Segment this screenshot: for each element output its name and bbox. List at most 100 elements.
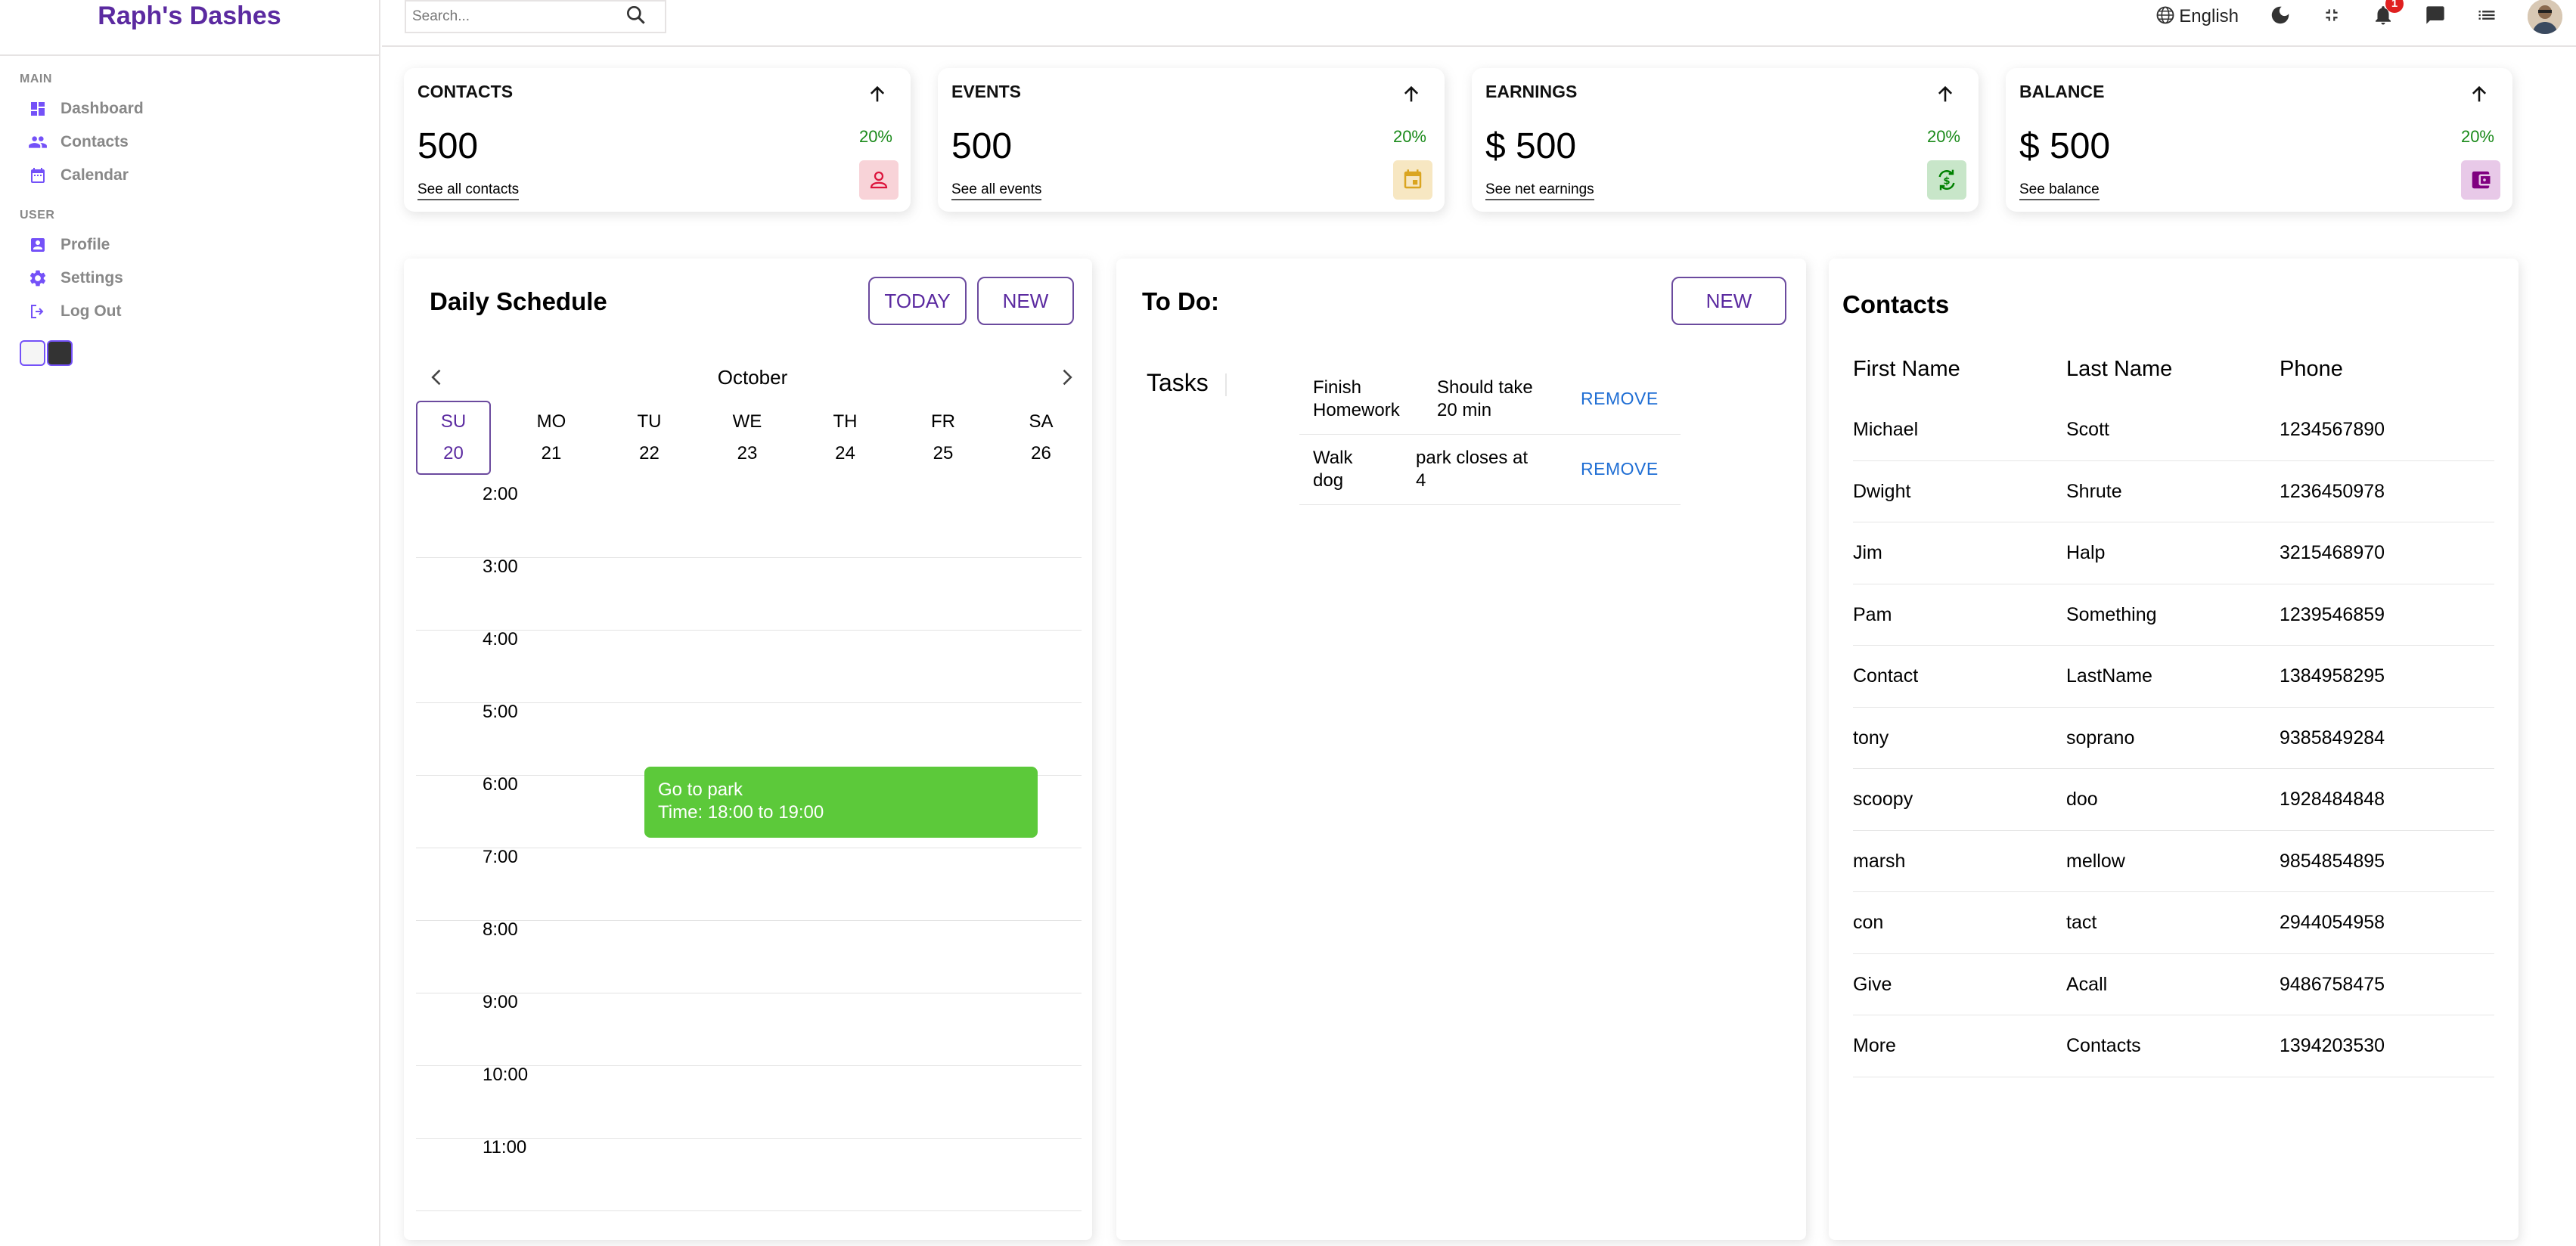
time-slot[interactable]: 11:00 — [416, 1137, 1082, 1211]
widget-link[interactable]: See all contacts — [417, 181, 520, 200]
widget-link[interactable]: See net earnings — [1485, 181, 1594, 200]
table-row[interactable]: More Contacts 1394203530 — [1853, 1015, 2494, 1077]
new-event-button[interactable]: NEW — [977, 277, 1074, 325]
search-icon[interactable] — [624, 3, 648, 31]
messages-button[interactable] — [2425, 5, 2446, 29]
time-slot[interactable]: 10:00 — [416, 1065, 1082, 1139]
day-cell[interactable]: FR 25 — [906, 401, 981, 475]
day-name: TU — [637, 411, 662, 432]
sidebar-item-profile[interactable]: Profile — [20, 228, 379, 262]
table-row[interactable]: tony soprano 9385849284 — [1853, 708, 2494, 769]
table-row[interactable]: Michael Scott 1234567890 — [1853, 399, 2494, 461]
day-cell[interactable]: SA 26 — [1004, 401, 1079, 475]
arrow-up-icon — [867, 83, 888, 110]
dark-theme-option[interactable] — [47, 340, 73, 366]
widget-percentage: 20% — [2460, 127, 2494, 146]
widget-balance: BALANCE $ 500 See balance 20% — [2006, 68, 2512, 212]
day-cell[interactable]: SU 20 — [416, 401, 491, 475]
table-header: First Name Last Name Phone — [1853, 334, 2494, 399]
people-icon — [27, 132, 48, 153]
table-row[interactable]: Pam Something 1239546859 — [1853, 584, 2494, 646]
gear-icon — [27, 268, 48, 289]
time-label: 9:00 — [483, 992, 518, 1012]
table-row[interactable]: Jim Halp 3215468970 — [1853, 522, 2494, 584]
remove-task-button[interactable]: REMOVE — [1581, 459, 1659, 479]
new-task-button[interactable]: NEW — [1671, 277, 1786, 325]
svg-text:$: $ — [1943, 175, 1950, 187]
phone-cell: 9486758475 — [2280, 973, 2385, 995]
sidebar-item-settings[interactable]: Settings — [20, 262, 379, 295]
phone-cell: 9854854895 — [2280, 850, 2385, 872]
tasks-tab[interactable]: Tasks — [1147, 369, 1209, 396]
time-label: 5:00 — [483, 702, 518, 722]
light-theme-option[interactable] — [20, 340, 45, 366]
dark-mode-toggle[interactable] — [2269, 4, 2292, 30]
table-row[interactable]: Give Acall 9486758475 — [1853, 954, 2494, 1015]
time-slot[interactable]: 4:00 — [416, 629, 1082, 703]
sidebar-item-dashboard[interactable]: Dashboard — [20, 92, 379, 126]
widget-contacts: CONTACTS 500 See all contacts 20% — [404, 68, 911, 212]
day-name: SA — [1029, 411, 1054, 432]
time-slot[interactable]: 2:00 — [416, 484, 1082, 558]
table-row[interactable]: scoopy doo 1928484848 — [1853, 769, 2494, 831]
day-cell[interactable]: MO 21 — [514, 401, 589, 475]
time-slot[interactable]: 9:00 — [416, 992, 1082, 1066]
last-name-cell: doo — [2066, 789, 2098, 810]
day-cell[interactable]: WE 23 — [710, 401, 785, 475]
day-name: WE — [732, 411, 762, 432]
table-row[interactable]: marsh mellow 9854854895 — [1853, 831, 2494, 892]
logo[interactable]: Raph's Dashes — [98, 2, 281, 30]
widget-events: EVENTS 500 See all events 20% — [938, 68, 1445, 212]
widget-counter: $ 500 — [2019, 126, 2111, 166]
sidebar: Raph's Dashes MAIN Dashboard Contacts Ca… — [0, 0, 380, 1246]
phone-cell: 1384958295 — [2280, 665, 2385, 687]
sidebar-item-logout[interactable]: Log Out — [20, 295, 379, 328]
time-label: 7:00 — [483, 847, 518, 867]
time-slot[interactable]: 3:00 — [416, 556, 1082, 631]
day-number: 21 — [541, 443, 562, 463]
time-slot[interactable]: 8:00 — [416, 919, 1082, 993]
wallet-icon — [2461, 160, 2500, 200]
time-label: 3:00 — [483, 556, 518, 577]
notification-count-badge: 1 — [2385, 0, 2404, 13]
language-selector[interactable]: English — [2155, 5, 2239, 29]
widget-link[interactable]: See balance — [2019, 181, 2100, 200]
search-input[interactable] — [412, 8, 624, 25]
fullscreen-exit-button[interactable] — [2322, 5, 2342, 29]
time-slots: 2:00 3:00 4:00 5:00 6:00 7:00 8:00 9:00 … — [416, 484, 1082, 1211]
chevron-left-icon[interactable] — [427, 364, 448, 394]
task-name: Walk dog — [1313, 448, 1353, 491]
first-name-cell: marsh — [1853, 850, 1906, 872]
time-slot[interactable]: 6:00 — [416, 774, 1082, 848]
day-cell[interactable]: TH 24 — [808, 401, 883, 475]
day-cell[interactable]: TU 22 — [612, 401, 687, 475]
notifications-button[interactable]: 1 — [2372, 0, 2404, 30]
logo-area: Raph's Dashes — [0, 0, 379, 56]
bell-icon — [2372, 4, 2394, 30]
card-title: To Do: — [1142, 287, 1220, 315]
sidebar-item-contacts[interactable]: Contacts — [20, 126, 379, 159]
user-avatar-button[interactable] — [2528, 0, 2562, 34]
contacts-card: Contacts First Name Last Name Phone Mich… — [1829, 259, 2519, 1240]
sidebar-section-main: MAIN Dashboard Contacts Calendar — [0, 73, 379, 192]
table-row[interactable]: con tact 2944054958 — [1853, 892, 2494, 954]
widget-counter: 500 — [417, 126, 479, 166]
list-button[interactable] — [2476, 5, 2497, 29]
currency-exchange-icon: $ — [1927, 160, 1966, 200]
column-header-phone: Phone — [2280, 357, 2343, 381]
table-row[interactable]: Contact LastName 1384958295 — [1853, 646, 2494, 708]
calendar-icon — [27, 165, 48, 186]
time-slot[interactable]: 5:00 — [416, 702, 1082, 776]
chevron-right-icon[interactable] — [1056, 364, 1077, 394]
day-number: 26 — [1031, 443, 1051, 463]
last-name-cell: tact — [2066, 912, 2097, 933]
event-time: Time: 18:00 to 19:00 — [658, 802, 824, 823]
calendar-event[interactable]: Go to park Time: 18:00 to 19:00 — [644, 767, 1038, 838]
today-button[interactable]: TODAY — [868, 277, 967, 325]
time-slot[interactable]: 7:00 — [416, 847, 1082, 921]
day-number: 23 — [737, 443, 758, 463]
table-row[interactable]: Dwight Shrute 1236450978 — [1853, 461, 2494, 522]
sidebar-item-calendar[interactable]: Calendar — [20, 159, 379, 192]
remove-task-button[interactable]: REMOVE — [1581, 389, 1659, 408]
widget-link[interactable]: See all events — [951, 181, 1042, 200]
